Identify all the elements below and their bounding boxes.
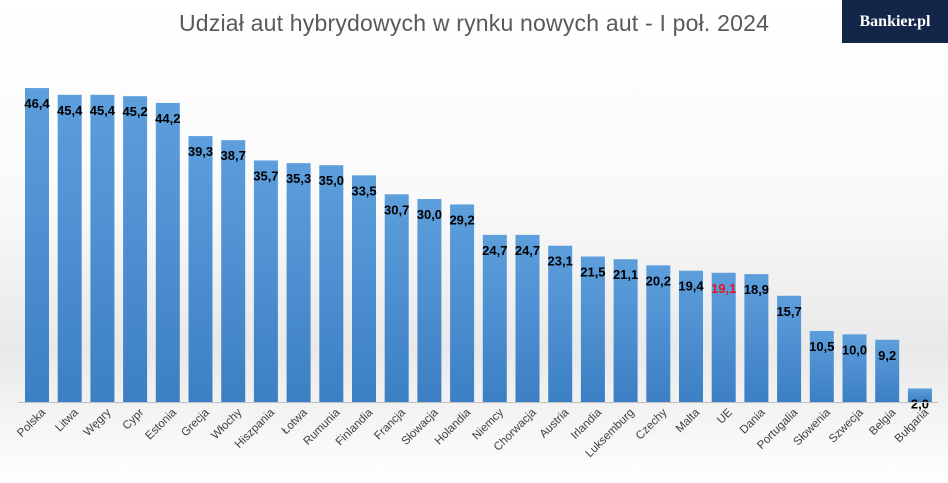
x-tick-label: Węgry: [82, 407, 114, 439]
bar-słowenia: [809, 330, 834, 402]
x-tick-label: Cypr: [121, 407, 147, 433]
bar-bułgaria: [907, 388, 932, 402]
data-label: 45,2: [122, 104, 147, 119]
bar-niemcy: [482, 234, 507, 402]
x-tick-label: Malta: [674, 406, 703, 435]
x-tick-label: Szwecja: [827, 406, 866, 445]
bar-austria: [548, 245, 573, 402]
x-tick-label: Polska: [15, 406, 48, 439]
data-label: 10,5: [809, 339, 834, 354]
bar-belgia: [875, 339, 900, 402]
data-label: 33,5: [351, 183, 376, 198]
bar-malta: [679, 270, 703, 402]
data-label: 19,1: [711, 281, 736, 296]
data-label: 44,2: [155, 111, 180, 126]
bar-dania: [744, 274, 769, 402]
data-label: 45,4: [90, 103, 116, 118]
bar-polska: [25, 88, 49, 403]
data-label: 39,3: [188, 144, 213, 159]
bar-słowacja: [417, 199, 442, 402]
x-tick-label: Finlandia: [334, 406, 376, 448]
bar-chorwacja: [515, 234, 540, 402]
bar-portugalia: [777, 295, 802, 402]
bar-węgry: [90, 94, 115, 402]
x-tick-label: Belgia: [867, 406, 899, 438]
bar-szwecja: [842, 334, 867, 402]
data-label: 23,1: [548, 254, 573, 269]
bar-hiszpania: [253, 160, 278, 402]
data-label: 21,1: [613, 267, 638, 282]
bar-ue: [711, 272, 736, 402]
x-tick-label: Bułgaria: [893, 406, 932, 445]
data-label: 24,7: [482, 243, 507, 258]
data-label: 15,7: [776, 304, 801, 319]
x-tick-label: Estonia: [143, 406, 179, 442]
x-tick-label: Czechy: [634, 407, 670, 443]
data-label: 30,7: [384, 202, 409, 217]
bar-luksemburg: [613, 259, 638, 402]
bar-finlandia: [352, 175, 376, 402]
data-label: 21,5: [580, 265, 605, 280]
data-label: 19,4: [678, 279, 704, 294]
x-tick-label: Holandia: [433, 406, 474, 447]
bar-estonia: [155, 102, 180, 403]
data-label: 24,7: [515, 243, 540, 258]
bar-grecja: [188, 136, 213, 402]
data-label: 10,0: [842, 342, 867, 357]
data-label: 30,0: [417, 207, 442, 222]
data-label: 46,4: [24, 96, 50, 111]
chart-title: Udział aut hybrydowych w rynku nowych au…: [178, 10, 770, 36]
data-label: 2,0: [911, 396, 929, 411]
x-tick-label: Grecja: [179, 406, 212, 439]
bar-włochy: [221, 140, 246, 402]
x-tick-label: Dania: [738, 406, 768, 436]
data-label: 35,7: [253, 168, 278, 183]
bar-rumunia: [319, 165, 344, 402]
bar-holandia: [450, 204, 475, 402]
data-label: 45,4: [57, 103, 83, 118]
x-tick-label: Łotwa: [280, 406, 311, 437]
x-tick-label: Litwa: [53, 406, 81, 434]
data-label: 35,0: [319, 173, 344, 188]
bar-cypr: [123, 96, 148, 403]
x-tick-label: UE: [715, 407, 735, 427]
data-label: 38,7: [221, 148, 246, 163]
data-label: 29,2: [449, 212, 474, 227]
x-tick-label: Austria: [538, 406, 572, 440]
bar-francja: [384, 194, 409, 402]
data-label: 18,9: [744, 282, 769, 297]
bar-czechy: [646, 265, 671, 402]
bar-irlandia: [580, 256, 605, 402]
bankier-logo: Bankier.pl: [842, 0, 948, 43]
data-label: 9,2: [878, 348, 896, 363]
data-label: 20,2: [646, 273, 671, 288]
data-label: 35,3: [286, 171, 311, 186]
bar-litwa: [57, 94, 82, 402]
bar-łotwa: [286, 163, 311, 402]
x-tick-label: Słowenia: [792, 406, 834, 448]
